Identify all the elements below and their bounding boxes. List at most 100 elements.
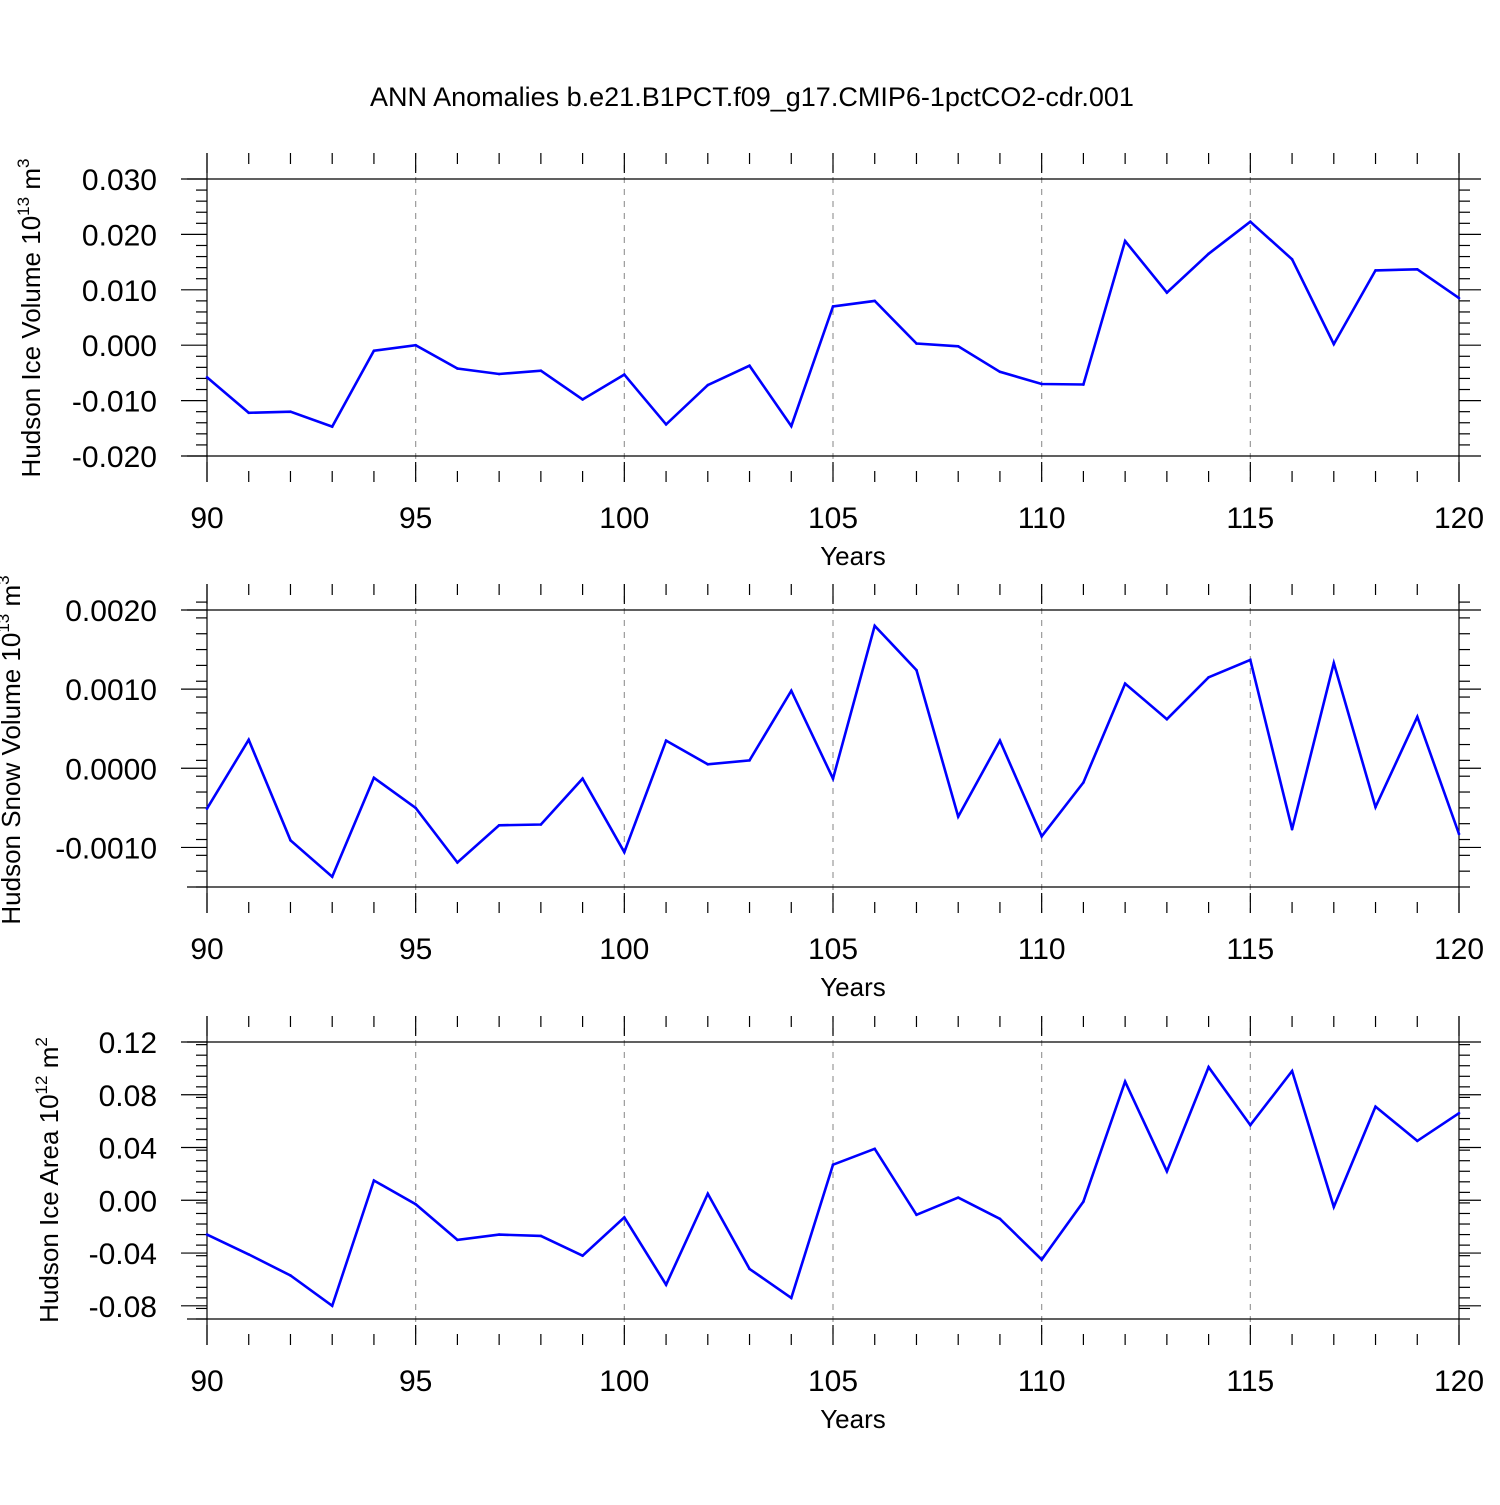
x-tick-label: 105 <box>808 933 858 966</box>
data-point <box>706 383 710 387</box>
data-point <box>330 1304 334 1308</box>
data-point <box>664 423 668 426</box>
data-point <box>623 373 626 376</box>
data-point <box>289 1274 292 1277</box>
y-tick-label: 0.020 <box>82 219 157 252</box>
data-point <box>956 815 960 818</box>
y-axis-title-exponent: 12 <box>32 1076 51 1095</box>
data-point <box>1082 383 1085 386</box>
x-tick-label: 105 <box>808 1365 858 1398</box>
data-point <box>330 425 334 428</box>
data-point <box>1165 1169 1169 1173</box>
data-point <box>1207 675 1210 679</box>
panel-2: -0.0010 0.0000 0.0010 0.0020 90 95 100 105 110 11… <box>0 575 1484 1002</box>
x-tick-label: 90 <box>190 502 223 535</box>
x-tick-label: 115 <box>1226 933 1274 966</box>
data-point <box>1165 717 1169 721</box>
data-point <box>414 1202 417 1206</box>
x-tick-label: 90 <box>190 1365 223 1398</box>
data-point <box>1040 382 1043 386</box>
y-tick-label: 0.08 <box>99 1080 157 1113</box>
data-point <box>497 823 501 827</box>
y-axis-title-unit: m <box>34 1047 64 1076</box>
data-point <box>1290 827 1294 831</box>
panel-1: -0.020 -0.010 0.000 0.010 0.020 0.030 90 95 100 1… <box>14 153 1484 571</box>
data-point <box>998 1217 1002 1221</box>
data-point <box>205 807 209 810</box>
data-point <box>998 370 1002 374</box>
data-point <box>748 1267 751 1271</box>
y-axis-title-unit-exponent: 3 <box>14 159 33 168</box>
data-point <box>956 1196 960 1199</box>
chart-title: ANN Anomalies b.e21.B1PCT.f09_g17.CMIP6-… <box>370 82 1134 112</box>
data-point <box>1123 682 1127 685</box>
data-point <box>1082 1200 1085 1203</box>
data-point <box>205 1233 209 1236</box>
data-point <box>497 372 501 376</box>
data-point <box>1332 661 1336 665</box>
x-tick-label: 90 <box>190 933 223 966</box>
x-tick-label: 100 <box>599 933 649 966</box>
data-point <box>873 1147 877 1151</box>
x-tick-label: 120 <box>1434 502 1484 535</box>
data-point <box>1415 1139 1419 1143</box>
data-point <box>1249 1123 1252 1127</box>
data-point <box>1040 1258 1043 1261</box>
data-point <box>789 1296 793 1300</box>
x-axis-title: Years <box>820 1404 886 1434</box>
data-point <box>1290 258 1294 261</box>
y-axis-title-main: Hudson Snow Volume 10 <box>0 633 26 925</box>
data-point <box>581 398 584 401</box>
data-point <box>1415 268 1419 271</box>
data-point <box>664 739 668 742</box>
y-tick-label: -0.020 <box>72 441 157 474</box>
data-point <box>289 839 292 842</box>
y-axis-title-exponent: 13 <box>14 197 33 216</box>
data-point <box>1374 1105 1377 1108</box>
data-point <box>623 1216 626 1219</box>
data-point <box>1123 1080 1127 1083</box>
data-point <box>497 1233 501 1236</box>
data-point <box>915 668 918 672</box>
data-point <box>956 345 960 348</box>
data-point <box>789 424 793 428</box>
x-tick-label: 100 <box>599 1365 649 1398</box>
data-point <box>289 410 292 413</box>
data-point <box>915 342 918 345</box>
x-tick-label: 115 <box>1226 1365 1274 1398</box>
x-tick-label: 115 <box>1226 502 1274 535</box>
data-point <box>1165 291 1169 294</box>
y-tick-label: 0.00 <box>99 1185 157 1218</box>
x-tick-label: 120 <box>1434 1365 1484 1398</box>
data-point <box>831 777 835 780</box>
data-point <box>205 376 209 379</box>
y-axis-title-main: Hudson Ice Volume 10 <box>16 216 46 478</box>
y-axis-title: Hudson Snow Volume 1013 m3 <box>0 575 26 924</box>
data-point <box>456 367 459 370</box>
data-point <box>581 1254 584 1257</box>
data-point <box>539 1234 543 1238</box>
y-tick-label: -0.010 <box>72 386 157 419</box>
y-axis-title-main: Hudson Ice Area 10 <box>34 1094 64 1322</box>
y-axis-title-unit-exponent: 2 <box>32 1037 51 1046</box>
data-point <box>1332 342 1336 346</box>
data-point <box>1207 252 1210 256</box>
data-point <box>330 875 334 879</box>
data-point <box>1123 239 1127 243</box>
x-tick-label: 95 <box>399 933 432 966</box>
y-tick-label: -0.08 <box>89 1291 157 1324</box>
data-point <box>1040 835 1043 838</box>
data-point <box>581 777 584 780</box>
y-tick-label: 0.010 <box>82 275 157 308</box>
data-point <box>623 850 626 854</box>
y-tick-label: 0.0010 <box>65 674 157 707</box>
data-point <box>748 759 751 762</box>
y-axis-title: Hudson Ice Volume 1013 m3 <box>14 159 46 478</box>
data-point <box>1249 658 1252 662</box>
y-tick-label: 0.12 <box>99 1027 157 1060</box>
x-axis-title: Years <box>820 541 886 571</box>
data-point <box>456 861 459 864</box>
y-tick-label: 0.0020 <box>65 595 157 628</box>
x-axis-title: Years <box>820 972 886 1002</box>
y-tick-label: 0.030 <box>82 164 157 197</box>
